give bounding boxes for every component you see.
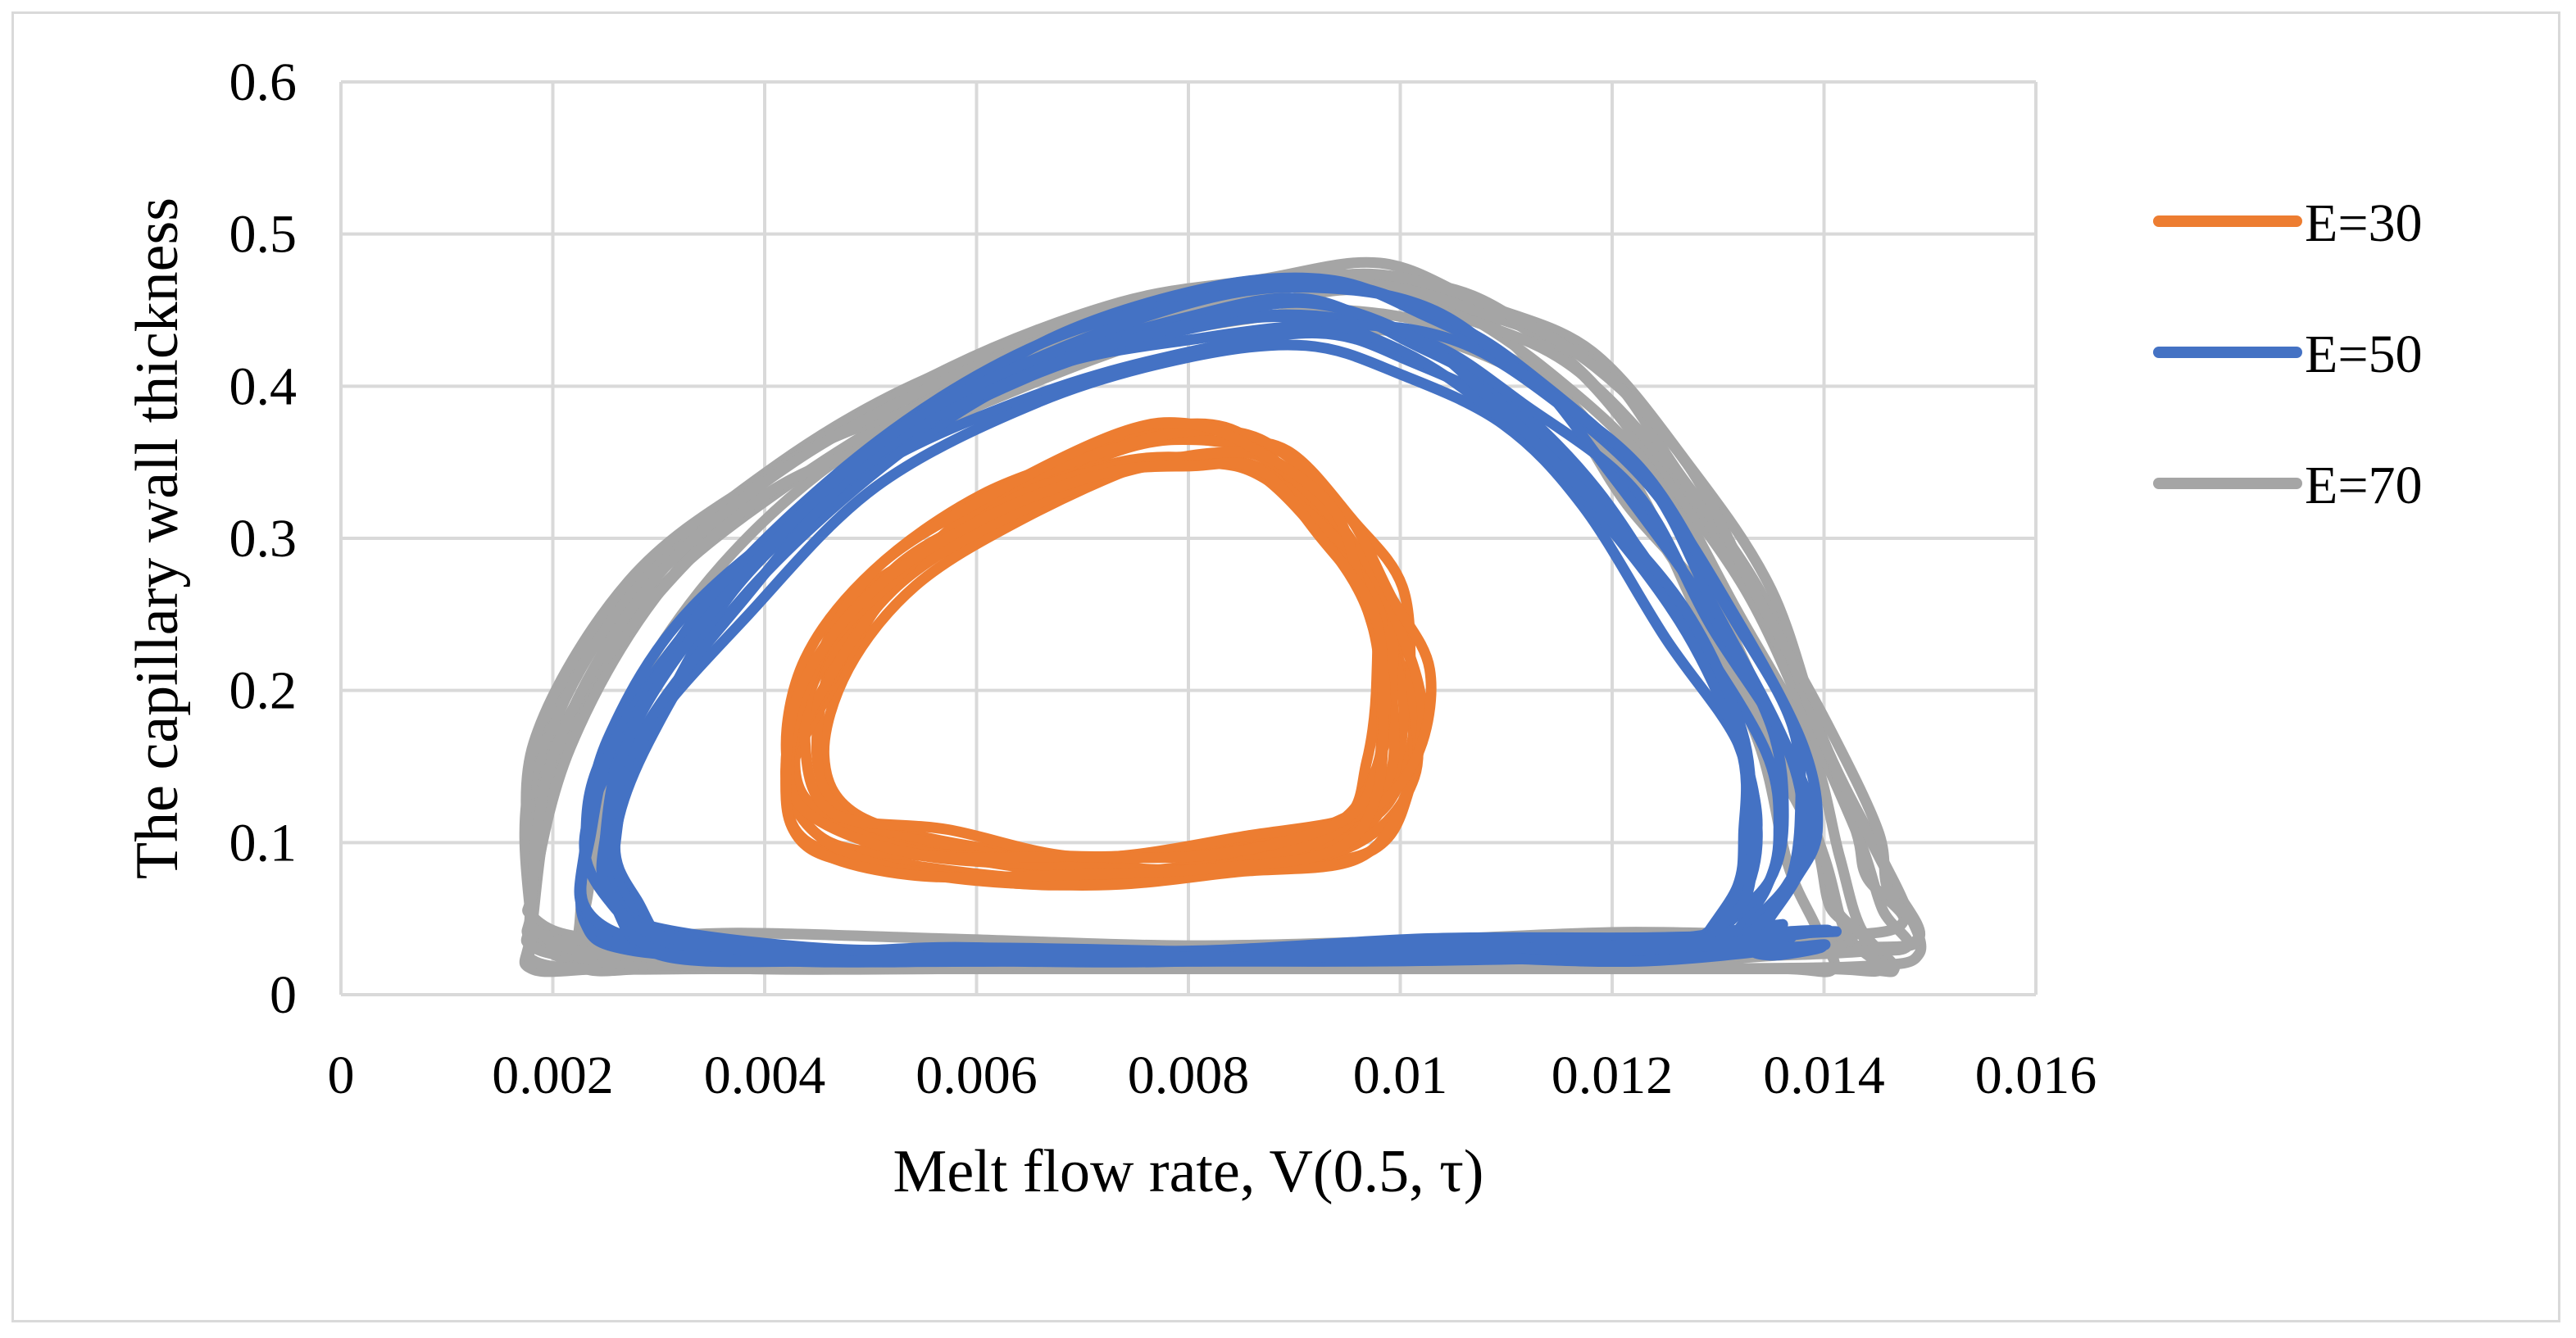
x-tick-label: 0.014 [1763,1045,1885,1105]
tick-layer: 0 0.002 0.004 0.006 0.008 0.01 0.012 0.014 0.016… [229,52,2097,1105]
series-loop [799,424,1437,863]
series-layer [519,256,1927,977]
y-tick-label: 0.1 [229,813,298,873]
legend-label: E=70 [2305,456,2423,515]
y-tick-label: 0.2 [229,661,298,721]
legend-item-e-70: E=70 [2153,456,2423,515]
x-tick-label: 0.002 [492,1045,614,1105]
chart-frame [11,11,2560,1322]
x-tick-label: 0.006 [915,1045,1038,1105]
legend-label: E=30 [2305,193,2423,253]
legend-item-e-30: E=30 [2153,193,2423,253]
y-tick-label: 0.6 [229,52,298,112]
legend: E=30 E=50 E=70 [2153,193,2423,515]
x-tick-label: 0.008 [1128,1045,1250,1105]
y-axis-title: The capillary wall thickness [124,197,191,879]
x-tick-label: 0.016 [1975,1045,2097,1105]
legend-item-e-50: E=50 [2153,324,2423,384]
grid-layer [339,80,2038,996]
y-tick-label: 0 [270,965,297,1025]
series-e-50 [574,272,1842,968]
legend-label: E=50 [2305,324,2423,384]
x-tick-label: 0 [328,1045,355,1105]
y-tick-label: 0.4 [229,356,298,416]
series-loop [780,457,1389,883]
y-tick-label: 0.5 [229,205,298,265]
x-tick-label: 0.01 [1353,1045,1448,1105]
x-tick-label: 0.004 [704,1045,826,1105]
series-loop [599,297,1790,967]
series-e-30 [780,417,1437,891]
x-tick-label: 0.012 [1552,1045,1674,1105]
y-tick-label: 0.3 [229,509,298,569]
series-loop [596,281,1834,968]
x-axis-title: Melt flow rate, V(0.5, τ) [893,1138,1484,1205]
